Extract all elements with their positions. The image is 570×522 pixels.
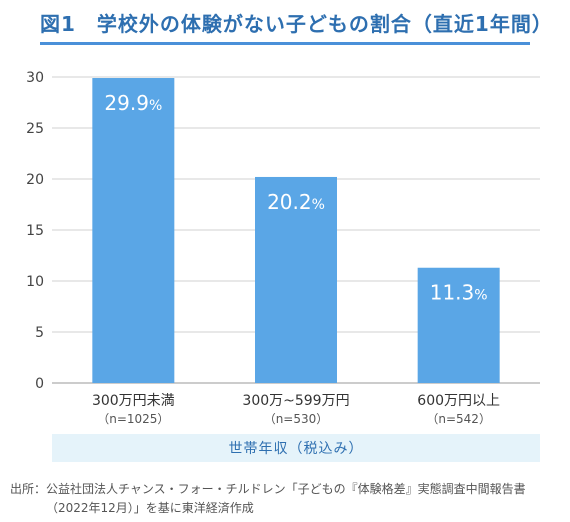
bar-3 [417, 267, 500, 383]
y-tick-label: 20 [26, 172, 44, 188]
x-axis-ticks: 300万円未満 （n=1025） 300万~599万円 （n=530） 600万円以上 （… [92, 393, 500, 426]
y-tick-label: 5 [35, 325, 44, 341]
y-tick-label: 10 [26, 274, 44, 290]
y-tick-label: 15 [26, 223, 44, 239]
x-tick-sample-size: （n=1025） [97, 412, 169, 426]
chart-title: 図1 学校外の体験がない子どもの割合（直近1年間） [40, 12, 553, 36]
x-tick-sample-size: （n=530） [264, 412, 329, 426]
bars: 29.9% 20.2% 11.3% [92, 78, 500, 384]
y-tick-label: 25 [26, 121, 44, 137]
source-line-1: 出所：公益社団法人チャンス・フォー・チルドレン「子どもの『体験格差』実態調査中間… [10, 482, 526, 496]
y-axis-ticks: 0 5 10 15 20 25 30 [26, 70, 44, 392]
x-tick-label: 300万円未満 [92, 393, 175, 409]
bar-2 [255, 176, 337, 383]
data-label: 20.2% [267, 190, 325, 214]
x-tick-sample-size: （n=542） [426, 412, 491, 426]
data-label: 11.3% [430, 281, 488, 305]
data-label: 29.9% [104, 91, 162, 115]
x-tick-label: 300万~599万円 [242, 393, 349, 409]
x-axis-label: 世帯年収（税込み） [52, 434, 540, 462]
y-tick-label: 0 [35, 376, 44, 392]
y-tick-label: 30 [26, 70, 44, 86]
source-line-2: （2022年12月）」を基に東洋経済作成 [46, 501, 254, 515]
bar-chart: 0 5 10 15 20 25 30 29.9% 20.2% 11.3% 300万円未満 （n=1… [26, 70, 540, 426]
title-underline [40, 42, 530, 45]
source-note: 出所：公益社団法人チャンス・フォー・チルドレン「子どもの『体験格差』実態調査中間… [10, 480, 565, 518]
bar-1 [92, 78, 175, 384]
x-tick-label: 600万円以上 [417, 393, 500, 409]
